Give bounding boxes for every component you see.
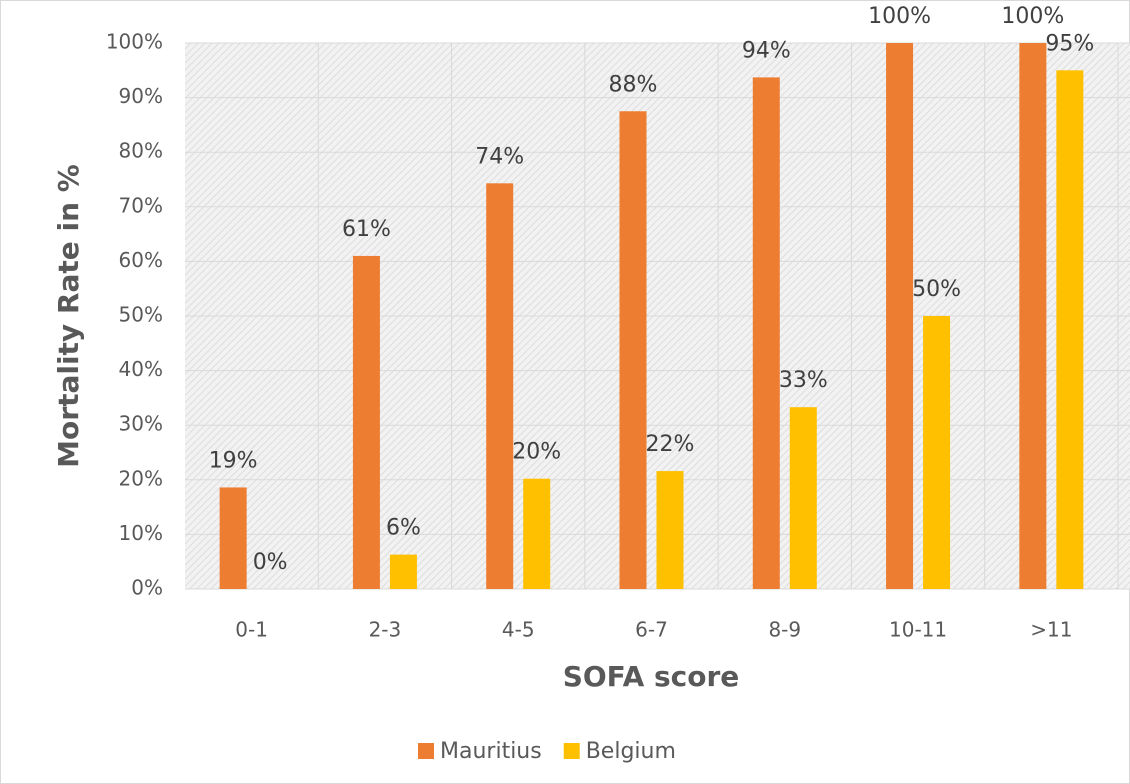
value-label: 19% <box>209 448 258 473</box>
bar <box>656 471 684 589</box>
x-tick-label: >11 <box>1030 618 1072 642</box>
y-tick-label: 10% <box>119 521 163 545</box>
legend-swatch <box>563 743 580 759</box>
value-label: 20% <box>512 440 561 465</box>
bar <box>219 487 247 589</box>
y-tick-label: 30% <box>119 412 163 436</box>
value-label: 0% <box>253 550 288 575</box>
value-label: 22% <box>646 432 695 457</box>
x-axis-title: SOFA score <box>563 660 740 693</box>
x-tick-label: 8-9 <box>768 618 801 642</box>
value-label: 61% <box>342 217 391 242</box>
bar <box>1056 70 1084 590</box>
y-tick-label: 80% <box>119 139 163 163</box>
value-label: 74% <box>475 144 524 169</box>
bar <box>886 43 914 589</box>
bar <box>619 111 647 589</box>
y-tick-label: 40% <box>119 357 163 381</box>
bar <box>923 316 951 589</box>
y-tick-label: 50% <box>119 303 163 327</box>
bar <box>752 77 780 589</box>
value-label: 95% <box>1045 31 1094 56</box>
bar <box>523 478 551 589</box>
value-label: 100% <box>868 4 931 29</box>
legend-label: Belgium <box>586 739 676 764</box>
x-tick-label: 0-1 <box>235 618 268 642</box>
value-label: 6% <box>386 516 421 541</box>
bar <box>1019 43 1047 589</box>
y-tick-label: 70% <box>119 193 163 217</box>
value-label: 94% <box>742 38 791 63</box>
x-tick-label: 4-5 <box>502 618 535 642</box>
bar <box>352 255 380 589</box>
y-tick-label: 0% <box>131 576 163 600</box>
legend-label: Mauritius <box>440 739 542 764</box>
x-tick-label: 10-11 <box>889 618 947 642</box>
bar <box>486 183 514 589</box>
y-tick-label: 20% <box>119 466 163 490</box>
value-label: 88% <box>609 72 658 97</box>
y-axis-title: Mortality Rate in % <box>52 164 85 468</box>
bar <box>389 554 417 589</box>
x-tick-label: 2-3 <box>369 618 402 642</box>
y-tick-label: 60% <box>119 248 163 272</box>
legend-swatch <box>418 743 434 759</box>
value-label: 50% <box>912 277 961 302</box>
value-label: 33% <box>779 368 828 393</box>
bar <box>789 407 817 589</box>
value-label: 100% <box>1001 4 1064 29</box>
x-tick-label: 6-7 <box>635 618 668 642</box>
y-tick-label: 90% <box>119 84 163 108</box>
y-tick-label: 100% <box>106 30 163 54</box>
